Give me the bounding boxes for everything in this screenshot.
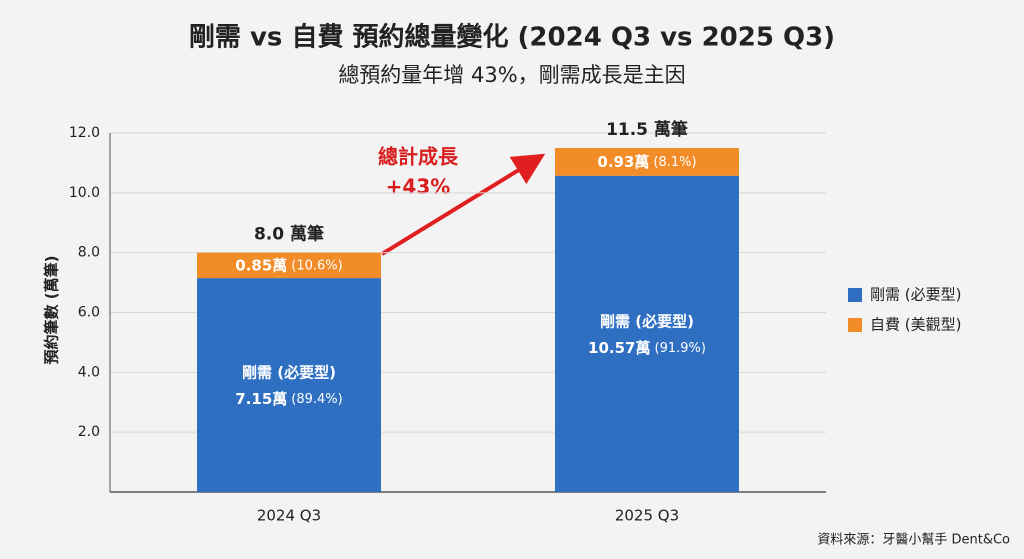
data-label: 10.57萬 (91.9%) (588, 338, 706, 356)
value-label: 0.93萬 (597, 152, 649, 170)
annotation: 總計成長 (378, 145, 459, 169)
share-label: (8.1%) (653, 154, 696, 169)
y-tick-label: 12.0 (69, 125, 100, 141)
y-tick-label: 4.0 (78, 364, 100, 380)
share-label: (10.6%) (291, 258, 342, 273)
value-label: 0.85萬 (235, 256, 287, 274)
annotation: +43% (386, 175, 451, 199)
y-axis-label: 預約筆數 (萬筆) (43, 256, 61, 365)
total-label: 8.0 萬筆 (254, 224, 324, 245)
bar-segment (555, 175, 739, 493)
data-label: 7.15萬 (89.4%) (235, 390, 342, 408)
value-label: 10.57萬 (588, 338, 650, 356)
y-tick-label: 8.0 (78, 245, 100, 261)
legend-swatch (848, 288, 862, 302)
bar-segment (197, 278, 381, 492)
chart-subtitle: 總預約量年增 43%，剛需成長是主因 (338, 63, 685, 87)
bar-segment (555, 147, 739, 176)
data-label: 0.93萬 (8.1%) (597, 152, 696, 170)
y-tick-label: 10.0 (69, 185, 100, 201)
legend-label: 自費 (美觀型) (870, 316, 961, 334)
data-label: 0.85萬 (10.6%) (235, 256, 342, 274)
total-label: 11.5 萬筆 (606, 119, 688, 140)
x-tick-label: 2024 Q3 (257, 507, 321, 525)
growth-arrow (380, 153, 546, 256)
x-tick-label: 2025 Q3 (615, 507, 679, 525)
chart-title: 剛需 vs 自費 預約總量變化 (2024 Q3 vs 2025 Q3) (189, 22, 835, 53)
share-label: (89.4%) (291, 392, 342, 407)
legend-label: 剛需 (必要型) (870, 286, 961, 304)
y-tick-label: 6.0 (78, 305, 100, 321)
source: 資料來源：牙醫小幫手 Dent&Co (817, 532, 1010, 548)
share-label: (91.9%) (655, 340, 706, 355)
segment-name: 剛需 (必要型) (600, 312, 694, 330)
legend-swatch (848, 318, 862, 332)
segment-name: 剛需 (必要型) (242, 364, 336, 382)
value-label: 7.15萬 (235, 390, 287, 408)
bar-segment (197, 252, 381, 279)
y-tick-label: 2.0 (78, 424, 100, 440)
